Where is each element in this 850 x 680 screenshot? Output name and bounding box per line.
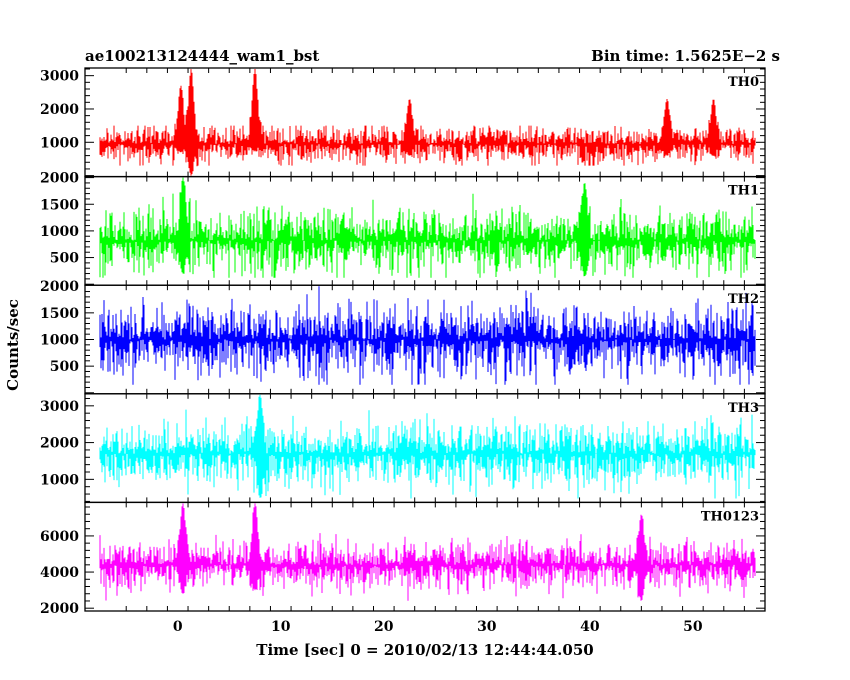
- y-tick-label: 3000: [40, 399, 79, 415]
- x-tick-label: 50: [683, 619, 703, 635]
- y-tick-label: 1500: [40, 306, 79, 322]
- y-tick-label: 3000: [40, 69, 79, 85]
- panel-th1: 500 1000 1500 2000 TH1: [40, 171, 766, 286]
- panel-th0123: 2000 4000 6000 TH0123: [40, 501, 766, 617]
- panel-label: TH2: [728, 292, 759, 307]
- y-tick-label: 500: [50, 251, 79, 267]
- x-tick-label: 20: [374, 619, 394, 635]
- y-tick-label: 2000: [40, 436, 79, 452]
- y-tick-label: 4000: [40, 565, 79, 581]
- bin-time-label: Bin time: 1.5625E−2 s: [591, 47, 780, 65]
- series-th3: [99, 394, 756, 499]
- y-tick-label: 2000: [40, 171, 79, 187]
- x-tick-label: 10: [271, 619, 291, 635]
- x-tick-label: 0: [173, 619, 183, 635]
- y-tick-label: 1000: [40, 135, 79, 151]
- panel-th2: 500 1000 1500 2000 TH2: [40, 279, 766, 395]
- panel-label: TH3: [728, 401, 759, 416]
- y-tick-label: 1000: [40, 224, 79, 240]
- panel-frame: [84, 501, 766, 612]
- series-th2: [99, 286, 756, 385]
- panel-th3: 1000 2000 3000 TH3: [40, 393, 766, 504]
- panel-label: TH1: [728, 184, 759, 199]
- y-tick-label: 2000: [40, 279, 79, 295]
- series-th0123: [99, 503, 756, 601]
- series-th1: [99, 177, 756, 278]
- y-tick-label: 6000: [40, 529, 79, 545]
- y-tick-label: 500: [50, 359, 79, 375]
- panel-label: TH0: [728, 75, 759, 90]
- series-th0: [99, 69, 756, 176]
- panels: 1000 2000 3000 TH0 500 1000 1500 2000 TH1 500 1000…: [40, 67, 766, 617]
- y-tick-label: 1000: [40, 472, 79, 488]
- observation-id: ae100213124444_wam1_bst: [85, 47, 319, 65]
- y-tick-label: 2000: [40, 102, 79, 118]
- y-tick-label: 1500: [40, 197, 79, 213]
- x-tick-label: 40: [580, 619, 600, 635]
- y-axis-label: Counts/sec: [4, 299, 22, 391]
- y-tick-label: 2000: [40, 601, 79, 617]
- panel-label: TH0123: [701, 509, 759, 524]
- x-axis: 0 10 20 30 40 50: [173, 619, 703, 635]
- y-tick-label: 1000: [40, 333, 79, 349]
- x-axis-label: Time [sec] 0 = 2010/02/13 12:44:44.050: [256, 641, 593, 659]
- panel-th0: 1000 2000 3000 TH0: [40, 67, 766, 178]
- x-tick-label: 30: [477, 619, 497, 635]
